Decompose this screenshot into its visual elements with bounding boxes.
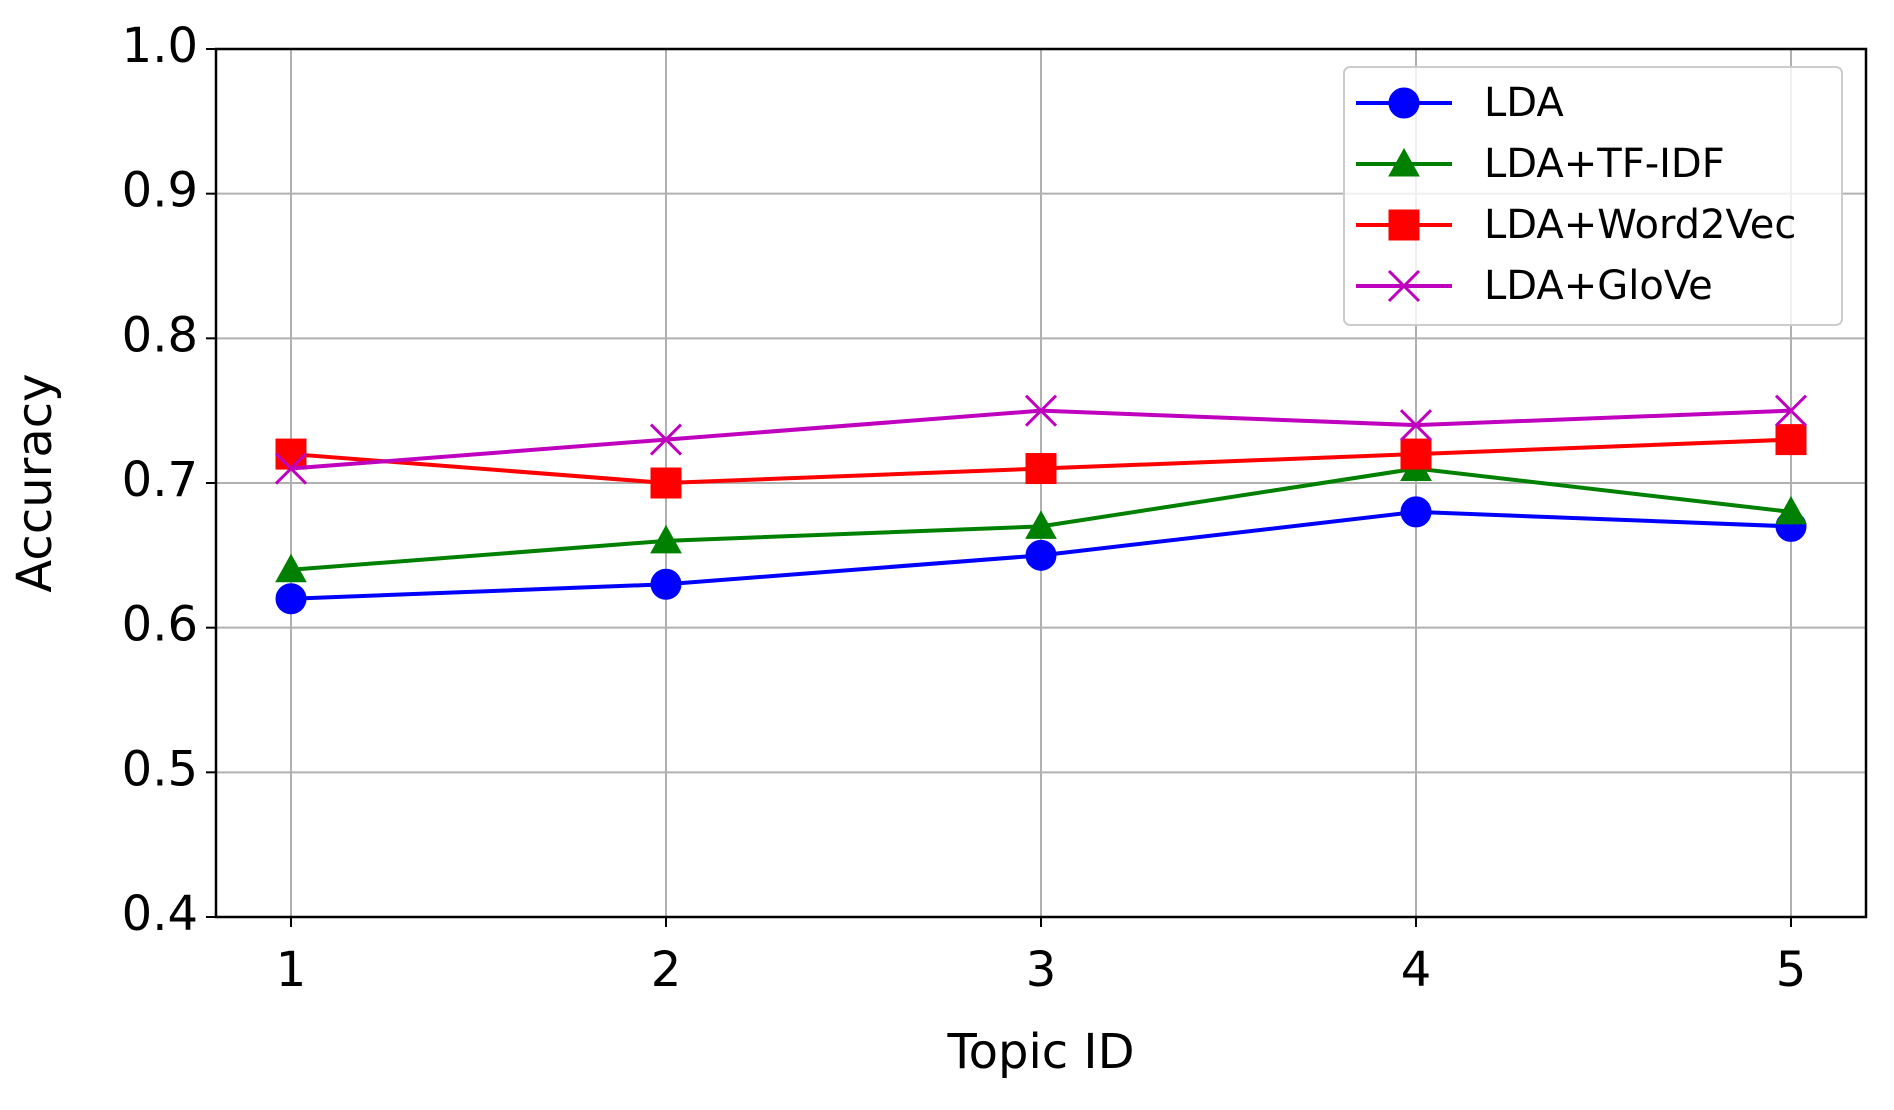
marker: [1024, 394, 1058, 427]
y-tick-label: 1.0: [122, 18, 198, 74]
marker: [1400, 496, 1432, 528]
marker: [274, 452, 308, 485]
legend-label: LDA+GloVe: [1484, 263, 1713, 309]
x-axis-label: Topic ID: [946, 1024, 1134, 1080]
marker: [275, 438, 307, 470]
marker: [1400, 438, 1432, 470]
y-tick-label: 0.8: [122, 307, 198, 363]
legend-box: [1343, 66, 1843, 326]
marker: [1388, 147, 1420, 177]
marker: [650, 467, 682, 499]
marker: [1025, 539, 1057, 571]
x-tick-label: 4: [1401, 942, 1432, 998]
marker: [650, 524, 682, 554]
y-tick-label: 0.7: [122, 452, 198, 508]
legend-label: LDA+TF-IDF: [1484, 141, 1725, 187]
y-tick-label: 0.5: [122, 741, 198, 797]
x-tick-label: 3: [1026, 942, 1057, 998]
marker: [650, 568, 682, 600]
legend-label: LDA+Word2Vec: [1484, 202, 1796, 248]
x-tick-label: 1: [276, 942, 307, 998]
marker: [1388, 87, 1420, 119]
marker: [1775, 495, 1807, 525]
legend-label: LDA: [1484, 80, 1564, 126]
x-tick-label: 2: [651, 942, 682, 998]
marker: [275, 553, 307, 583]
y-axis-label: Accuracy: [7, 373, 63, 592]
marker: [649, 423, 683, 456]
y-tick-label: 0.4: [122, 886, 198, 942]
marker: [1399, 409, 1433, 442]
plot-frame: [214, 47, 1868, 919]
marker: [275, 583, 307, 615]
marker: [1775, 424, 1807, 456]
marker: [1025, 510, 1057, 539]
marker: [1388, 209, 1420, 241]
marker: [1387, 269, 1421, 303]
marker: [1774, 394, 1808, 427]
y-tick-label: 0.9: [122, 163, 198, 219]
x-tick-label: 5: [1776, 942, 1807, 998]
marker: [1025, 453, 1057, 485]
y-tick-label: 0.6: [122, 597, 198, 653]
